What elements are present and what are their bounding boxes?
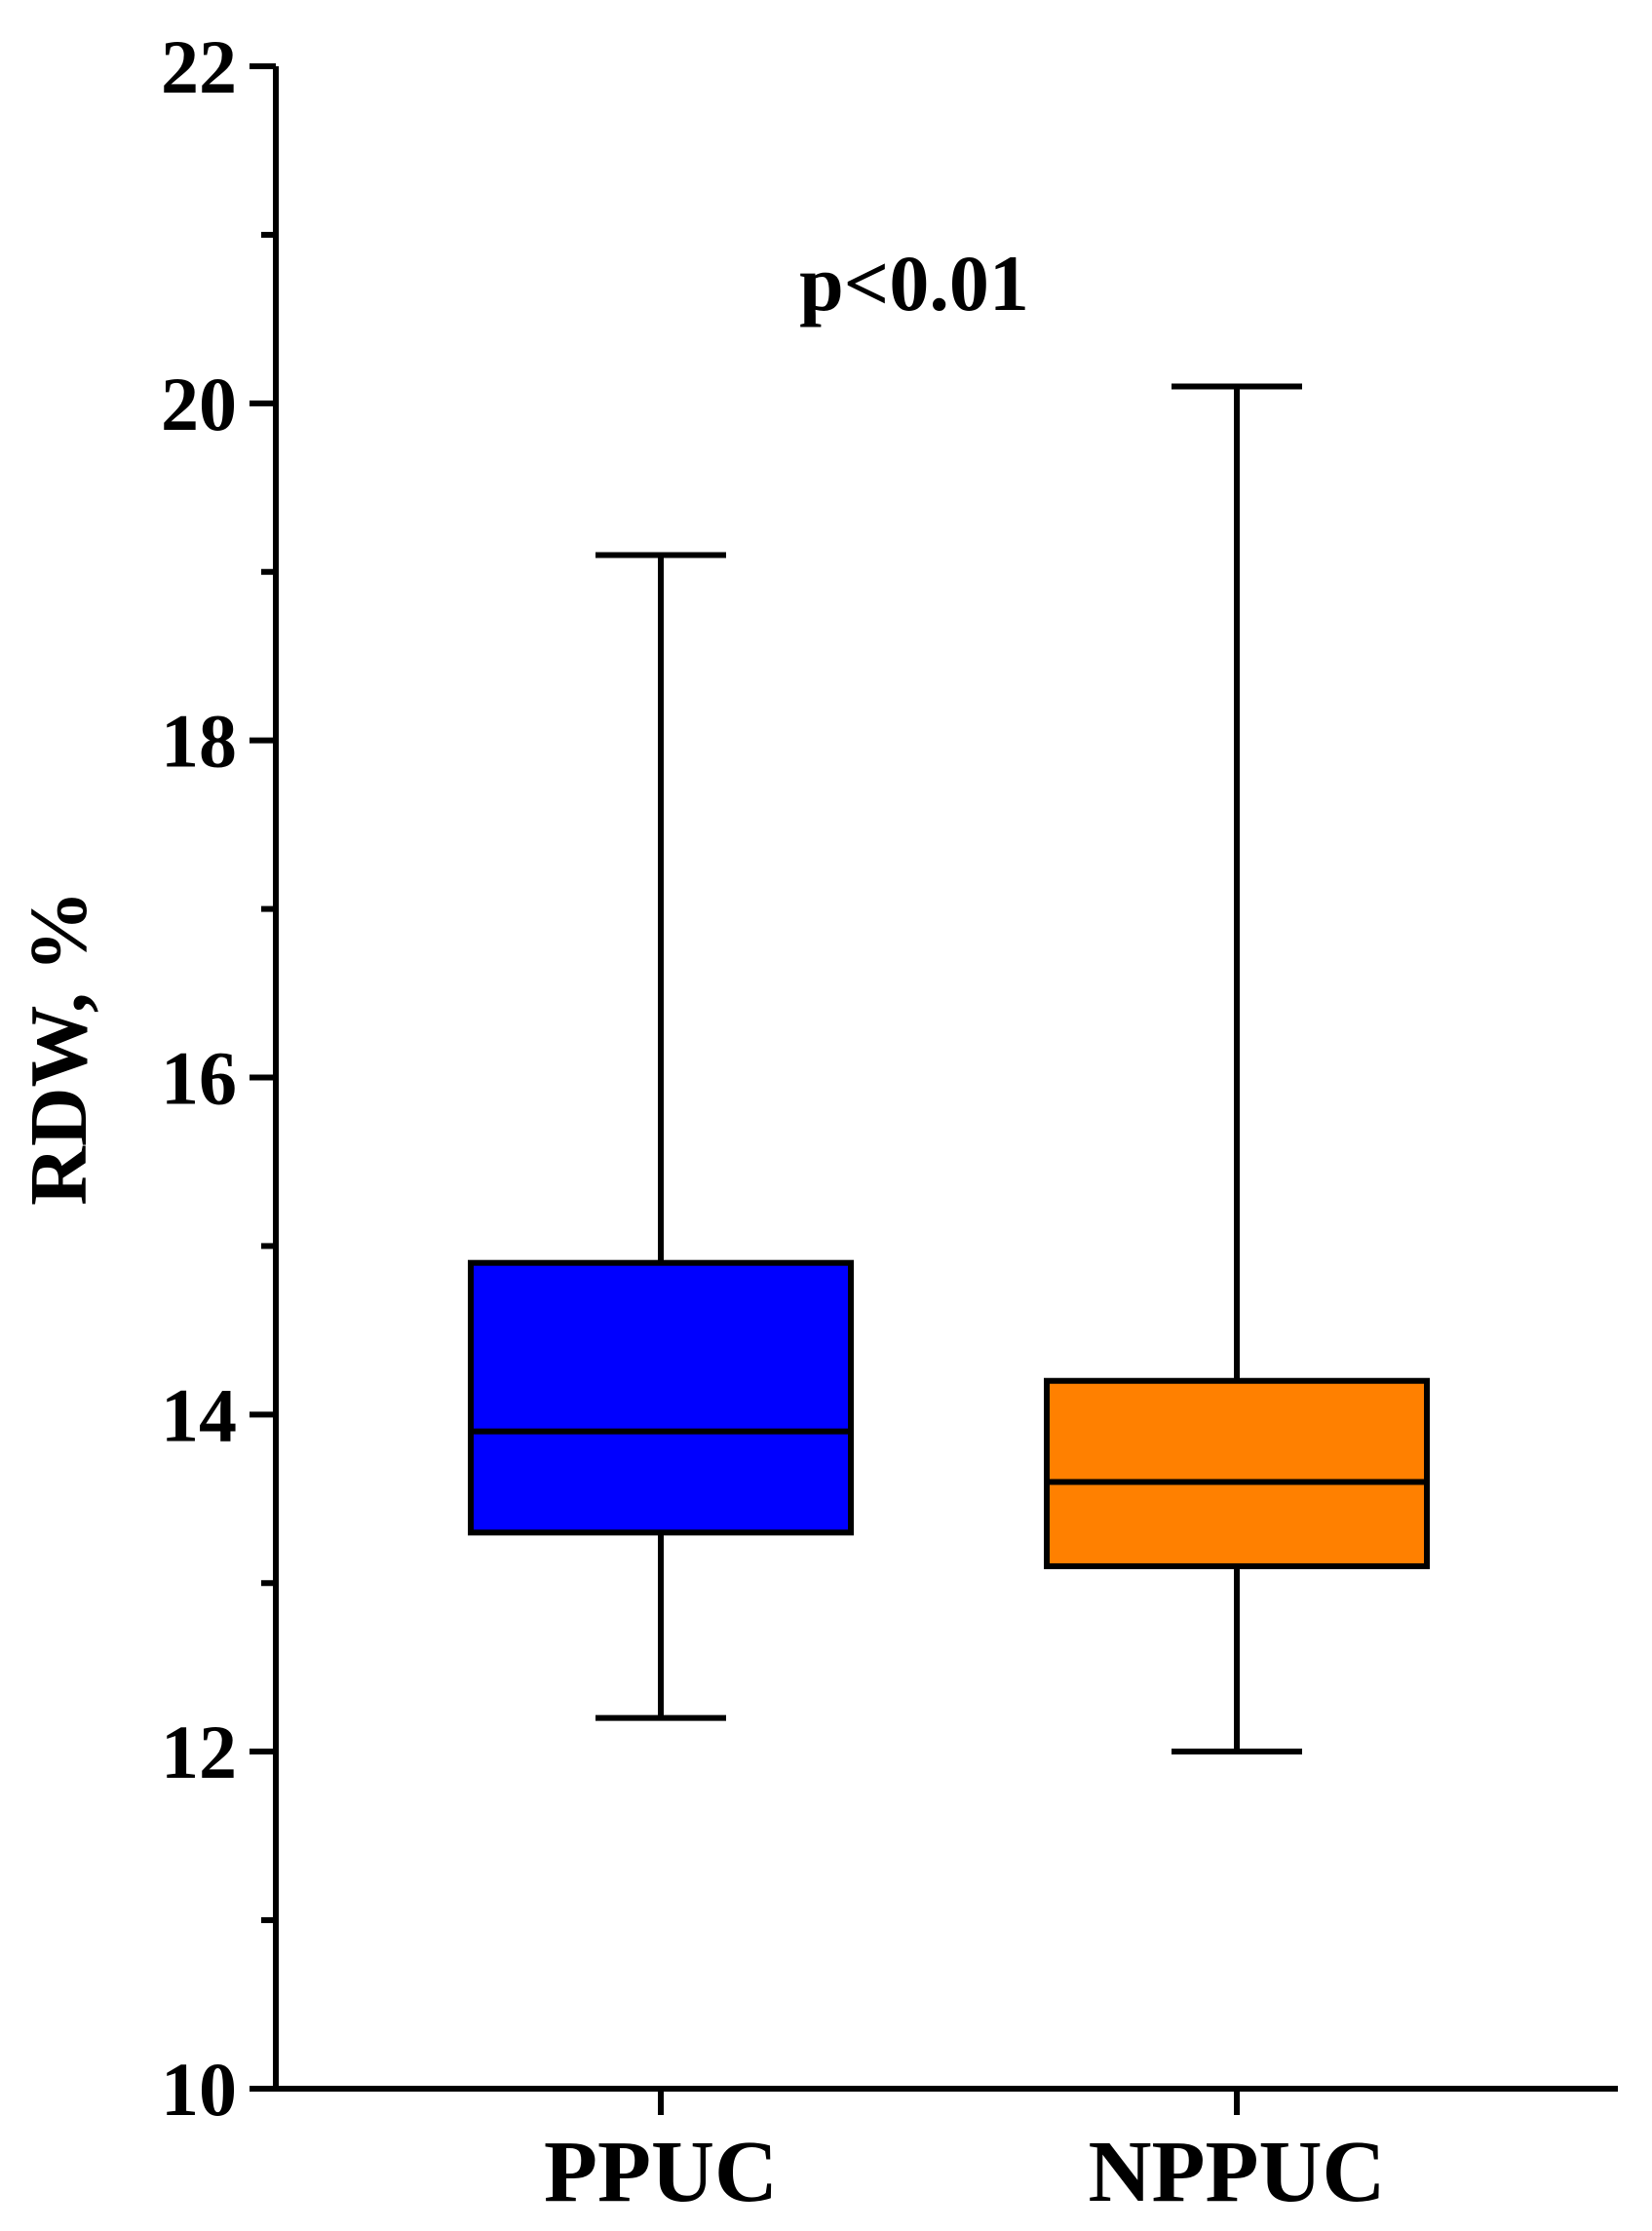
y-ticks: 10 12 14 16 18 20 22 — [161, 24, 276, 2132]
box-nppuc — [1044, 383, 1430, 1755]
annotation-pvalue: p<0.01 — [799, 239, 1029, 327]
y-tick-label: 22 — [161, 24, 237, 109]
boxes — [468, 383, 1430, 1755]
y-tick-label: 18 — [161, 699, 237, 784]
iqr-box — [468, 1259, 854, 1536]
y-axis-title: RDW, % — [14, 890, 104, 1206]
x-category-label: PPUC — [544, 2124, 778, 2220]
axes: PPUC NPPUC — [273, 66, 1618, 2220]
iqr-box — [1044, 1377, 1430, 1569]
box-ppuc — [468, 552, 854, 1721]
y-tick-label: 14 — [161, 1372, 237, 1457]
y-tick-label: 16 — [161, 1036, 237, 1121]
y-tick-label: 20 — [161, 362, 237, 446]
labels: p<0.01 RDW, % — [14, 239, 1029, 1206]
x-category-label: NPPUC — [1089, 2124, 1386, 2220]
y-tick-label: 10 — [161, 2047, 237, 2132]
y-tick-label: 12 — [161, 1710, 237, 1794]
